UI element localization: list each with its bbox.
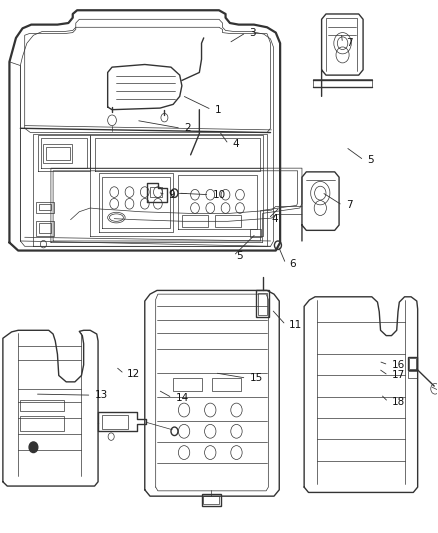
Text: 11: 11 <box>289 320 302 330</box>
Text: 5: 5 <box>237 251 243 261</box>
Bar <box>43 144 72 163</box>
Text: 14: 14 <box>175 393 189 403</box>
Bar <box>258 293 268 315</box>
Text: 6: 6 <box>289 259 296 269</box>
Bar <box>36 201 54 213</box>
Text: 15: 15 <box>250 373 263 383</box>
Bar <box>201 494 221 506</box>
Bar <box>408 357 417 370</box>
Text: 18: 18 <box>392 397 405 407</box>
Bar <box>313 79 372 87</box>
Text: 9: 9 <box>169 190 175 200</box>
Text: 1: 1 <box>215 104 221 115</box>
Text: 4: 4 <box>232 139 239 149</box>
Bar <box>20 400 64 411</box>
Bar <box>173 377 201 391</box>
Text: 13: 13 <box>95 390 108 400</box>
Circle shape <box>29 442 38 453</box>
Bar <box>39 204 51 210</box>
Bar <box>256 290 269 317</box>
Bar <box>215 215 241 227</box>
Text: 5: 5 <box>367 155 374 165</box>
Text: 16: 16 <box>392 360 405 370</box>
Text: 3: 3 <box>250 28 256 38</box>
Bar <box>408 371 417 378</box>
Bar <box>182 215 208 227</box>
Bar <box>102 415 128 429</box>
Text: 17: 17 <box>392 370 405 381</box>
Bar <box>46 147 70 160</box>
Text: 7: 7 <box>346 200 352 211</box>
Bar <box>409 358 416 369</box>
Bar <box>20 416 64 431</box>
Text: 4: 4 <box>272 214 278 224</box>
Bar <box>36 221 54 236</box>
Bar <box>212 377 241 391</box>
Text: 7: 7 <box>346 38 352 48</box>
Bar <box>39 223 51 233</box>
Bar <box>203 496 219 504</box>
Bar <box>251 229 261 237</box>
Text: 10: 10 <box>212 190 226 200</box>
Text: 12: 12 <box>127 369 141 379</box>
Text: 2: 2 <box>184 123 191 133</box>
Bar <box>150 187 162 197</box>
